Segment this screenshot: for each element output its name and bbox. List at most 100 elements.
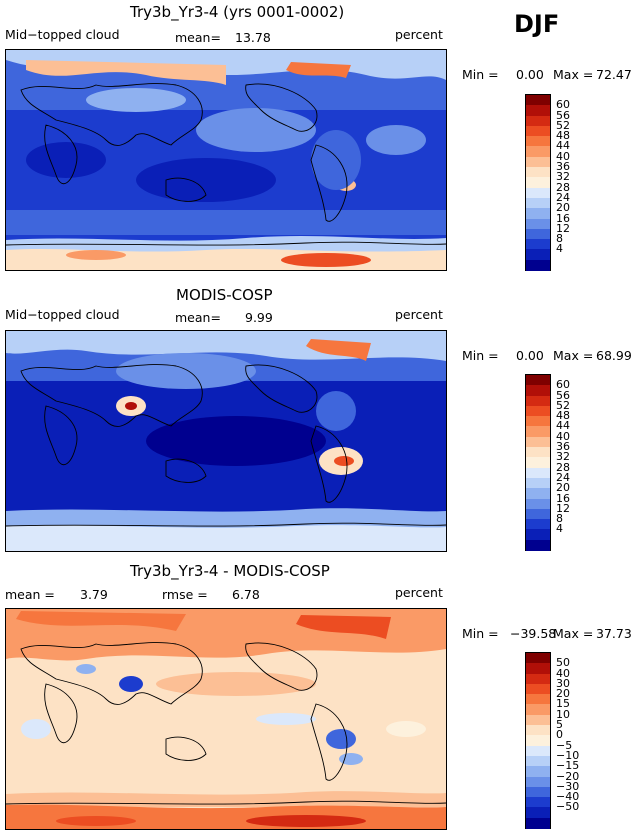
panel-3-map-field: [6, 609, 446, 829]
colorbar-cell: [526, 786, 550, 798]
colorbar-tick-label: −50: [556, 800, 580, 814]
colorbar-cell: [526, 663, 550, 675]
colorbar-tick-label: 60: [556, 378, 570, 392]
colorbar-tick-label: 48: [556, 129, 570, 143]
colorbar-tick-label: −5: [556, 738, 573, 752]
colorbar-cell: [526, 136, 550, 148]
panel-1-map-field: [6, 50, 446, 270]
colorbar-cell: [526, 416, 550, 428]
colorbar-tick-label: 44: [556, 419, 570, 433]
colorbar-tick-label: 5: [556, 718, 563, 732]
panel-3-colorbar: 50 40 30 20 15 10 5 0 −5 −10 −15 −20 −30 −40 −50: [525, 652, 579, 829]
panel-1-units: percent: [395, 27, 443, 42]
panel-2-map-field: [6, 331, 446, 551]
colorbar-cell: [526, 177, 550, 189]
panel-2-min-value: 0.00: [516, 348, 544, 363]
panel-2-units: percent: [395, 307, 443, 322]
panel-3-max-value: 37.73: [596, 626, 632, 641]
colorbar-cell: [526, 797, 550, 809]
colorbar-tick-label: 4: [556, 242, 563, 256]
panel-3-max-label: Max =: [553, 626, 594, 641]
colorbar-tick-label: 48: [556, 409, 570, 423]
colorbar-cell: [526, 218, 550, 230]
panel-3-mean-value: 3.79: [80, 587, 108, 602]
colorbar-cell: [526, 239, 550, 251]
panel-1-max-value: 72.47: [596, 67, 632, 82]
colorbar-cell: [526, 197, 550, 209]
colorbar-cell: [526, 653, 550, 664]
colorbar-tick-label: 0: [556, 728, 563, 742]
colorbar-tick-label: 36: [556, 160, 570, 174]
colorbar-cell: [526, 776, 550, 788]
colorbar-tick-label: 20: [556, 201, 570, 215]
panel-2-map: [5, 330, 447, 552]
panel-1-mean-label: mean=: [175, 30, 221, 45]
panel-1-max-label: Max =: [553, 67, 594, 82]
colorbar-cell: [526, 683, 550, 695]
colorbar-cell: [526, 259, 550, 271]
colorbar-cell: [526, 385, 550, 397]
colorbar-tick-label: 52: [556, 398, 570, 412]
colorbar-cell: [526, 766, 550, 778]
colorbar-cell: [526, 115, 550, 127]
colorbar-tick-label: 36: [556, 440, 570, 454]
colorbar-cell: [526, 426, 550, 438]
colorbar-tick-label: 40: [556, 429, 570, 443]
colorbar-cell: [526, 807, 550, 819]
colorbar-cell: [526, 725, 550, 737]
colorbar-tick-label: 40: [556, 149, 570, 163]
colorbar-tick-label: 56: [556, 108, 570, 122]
colorbar-tick-label: 40: [556, 666, 570, 680]
colorbar-tick-label: 8: [556, 232, 563, 246]
colorbar-cell: [526, 146, 550, 158]
colorbar-cell: [526, 488, 550, 500]
colorbar-tick-label: 30: [556, 676, 570, 690]
colorbar-cell: [526, 673, 550, 685]
panel-3-units: percent: [395, 585, 443, 600]
colorbar-cell: [526, 208, 550, 220]
colorbar-cell: [526, 375, 550, 386]
panel-1-min-label: Min =: [462, 67, 499, 82]
colorbar-tick-label: 50: [556, 656, 570, 670]
colorbar-cell: [526, 457, 550, 469]
colorbar-tick-label: 52: [556, 118, 570, 132]
panel-2-max-value: 68.99: [596, 348, 632, 363]
colorbar-cell: [526, 125, 550, 137]
panel-1-mean-value: 13.78: [235, 30, 271, 45]
colorbar-tick-label: −15: [556, 759, 580, 773]
colorbar-cell: [526, 714, 550, 726]
colorbar-tick-label: 20: [556, 481, 570, 495]
colorbar-tick-label: 20: [556, 687, 570, 701]
colorbar-cell: [526, 508, 550, 520]
colorbar-tick-label: 28: [556, 180, 570, 194]
colorbar-tick-label: 8: [556, 512, 563, 526]
colorbar-cell: [526, 228, 550, 240]
panel-1-min-value: 0.00: [516, 67, 544, 82]
colorbar-cell: [526, 249, 550, 261]
colorbar-tick-label: 56: [556, 388, 570, 402]
colorbar-cell: [526, 447, 550, 459]
panel-1-map: [5, 49, 447, 271]
panel-3-rmse-label: rmse =: [162, 587, 208, 602]
panel-1-variable-label: Mid−topped cloud: [5, 27, 120, 42]
colorbar-cell: [526, 704, 550, 716]
panel-2-colorbar: 60 56 52 48 44 40 36 32 28 24 20 16 12 8 4: [525, 374, 570, 551]
colorbar-tick-label: 15: [556, 697, 570, 711]
panel-2-variable-label: Mid−topped cloud: [5, 307, 120, 322]
colorbar-tick-label: 24: [556, 470, 570, 484]
colorbar-cell: [526, 735, 550, 747]
colorbar-tick-label: −40: [556, 790, 580, 804]
panel-3-min-value: −39.58: [510, 626, 557, 641]
colorbar-cell: [526, 498, 550, 510]
colorbar-cell: [526, 755, 550, 767]
colorbar-tick-label: 10: [556, 707, 570, 721]
colorbar-cell: [526, 167, 550, 179]
colorbar-tick-label: 32: [556, 170, 570, 184]
panel-3-min-label: Min =: [462, 626, 499, 641]
colorbar-cell: [526, 529, 550, 541]
panel-2-mean-value: 9.99: [245, 310, 273, 325]
panel-2-max-label: Max =: [553, 348, 594, 363]
colorbar-cell: [526, 745, 550, 757]
colorbar-tick-label: 28: [556, 460, 570, 474]
colorbar-cell: [526, 519, 550, 531]
